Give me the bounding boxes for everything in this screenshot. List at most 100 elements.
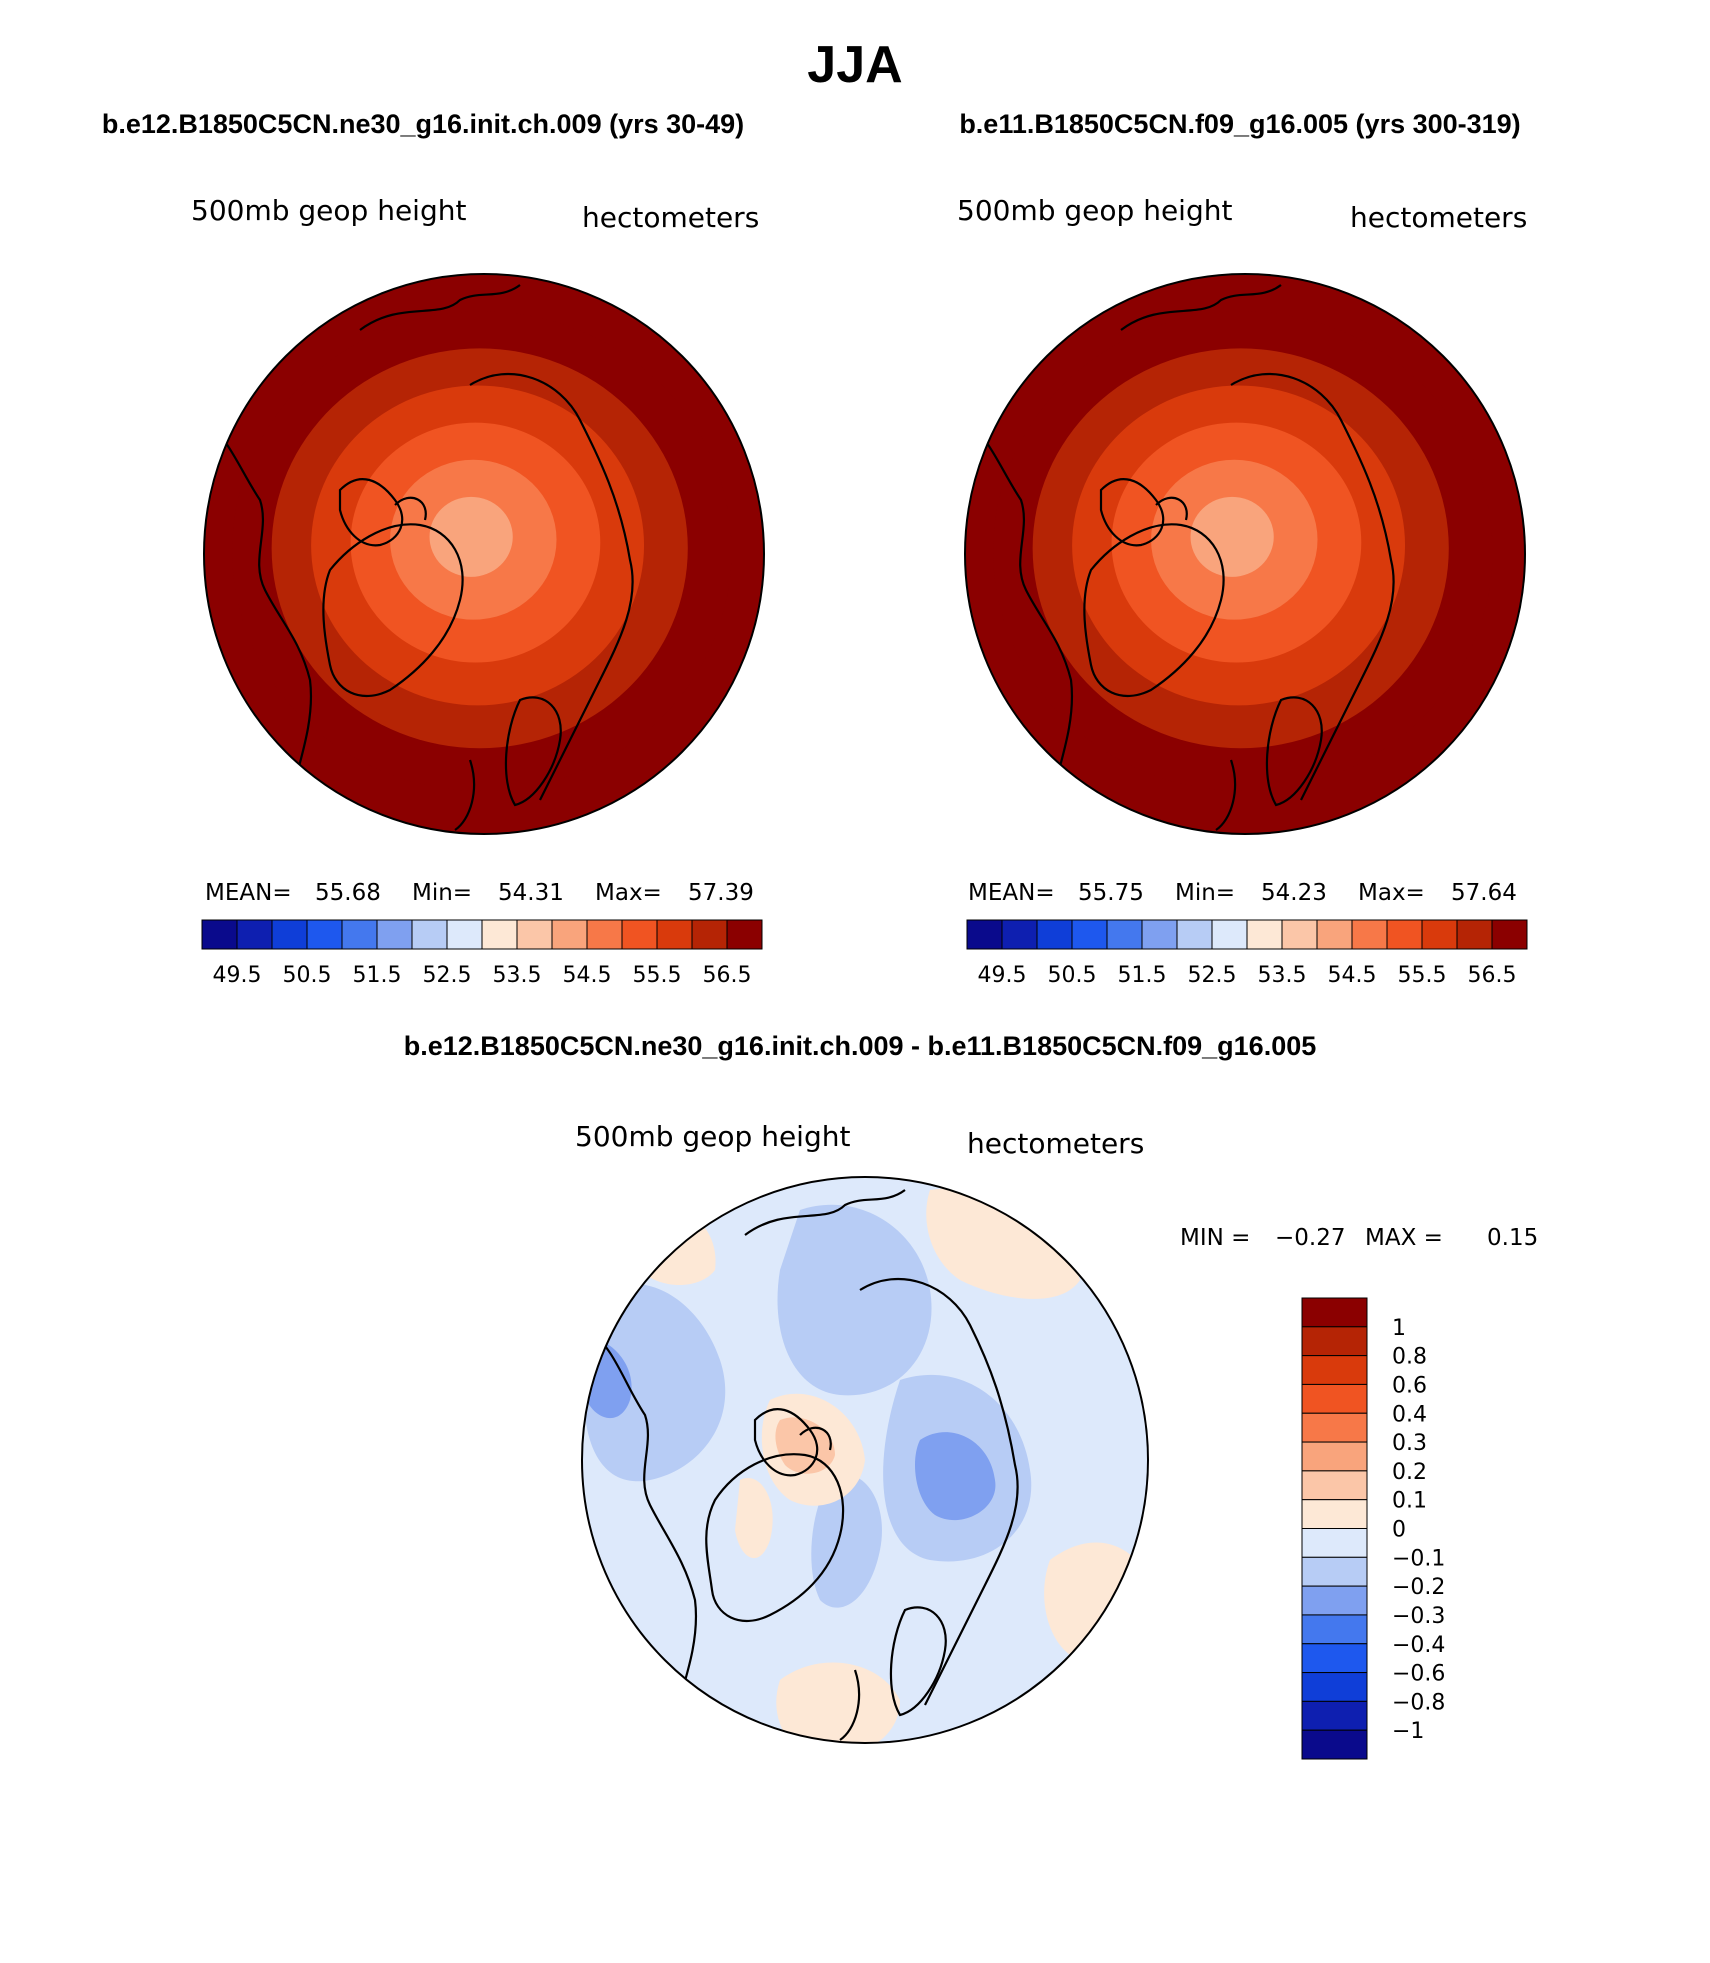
left-map-border [203, 273, 765, 835]
left-max-value: 57.39 [688, 880, 754, 906]
right-alaska [1120, 284, 1282, 331]
right-arctic-islands [1099, 478, 1188, 547]
diff-anomaly-12 [735, 1478, 773, 1559]
right-colorbar-label-2: 51.5 [1118, 963, 1167, 988]
left-max-label: Max= [595, 880, 662, 906]
diff-greenland [705, 1453, 845, 1623]
diff-colorbar-label-9: −0.2 [1392, 1575, 1445, 1600]
right-colorbar-label-3: 52.5 [1188, 963, 1237, 988]
diff-colorbar-label-11: −0.4 [1392, 1633, 1445, 1658]
left-colorbar-box-10 [551, 919, 588, 950]
left-min-value: 54.31 [498, 880, 564, 906]
diff-colorbar-label-12: −0.6 [1392, 1662, 1445, 1687]
left-colorbar-label-0: 49.5 [213, 963, 262, 988]
right-mean-value: 55.75 [1078, 880, 1144, 906]
left-mean-label: MEAN= [205, 880, 292, 906]
left-colorbar-label-4: 53.5 [493, 963, 542, 988]
left-colorbar-box-14 [691, 919, 728, 950]
left-colorbar-box-13 [656, 919, 693, 950]
right-colorbar-labels: 49.5 50.5 51.5 52.5 53.5 54.5 55.5 56.5 [978, 963, 1517, 988]
left-min-label: Min= [412, 880, 472, 906]
diff-min-label: MIN = [1180, 1225, 1250, 1251]
right-colorbar-box-11 [1351, 919, 1388, 950]
left-colorbar-box-8 [481, 919, 518, 950]
left-colorbar-box-6 [411, 919, 448, 950]
diff-colorbar-box-14 [1301, 1700, 1368, 1731]
diff-anomaly-10 [1044, 1542, 1148, 1660]
left-arctic-islands [338, 478, 427, 547]
right-greenland [1083, 523, 1225, 698]
diff-colorbar-label-5: 0.2 [1392, 1460, 1427, 1485]
right-colorbar-box-2 [1036, 919, 1073, 950]
right-colorbar-box-15 [1491, 919, 1528, 950]
left-colorbar-box-11 [586, 919, 623, 950]
right-colorbar-box-5 [1141, 919, 1178, 950]
left-colorbar-label-6: 55.5 [633, 963, 682, 988]
diff-colorbar-box-5 [1301, 1441, 1368, 1472]
diff-colorbar-label-14: −1 [1392, 1719, 1424, 1744]
diff-alaska [744, 1189, 906, 1236]
left-units-label: hectometers [582, 201, 759, 234]
left-colorbar-box-7 [446, 919, 483, 950]
right-map [965, 274, 1525, 834]
diff-anomaly-5 [811, 1474, 882, 1608]
diff-colorbar-box-10 [1301, 1585, 1368, 1616]
diff-anomaly-2 [777, 1204, 932, 1396]
left-greenland [322, 523, 464, 698]
diff-max-label: MAX = [1365, 1225, 1443, 1251]
diff-coastlines [589, 1189, 1019, 1741]
diff-title: b.e12.B1850C5CN.ne30_g16.init.ch.009 - b… [404, 1031, 1317, 1061]
left-colorbar-label-1: 50.5 [283, 963, 332, 988]
diff-colorbar-box-6 [1301, 1470, 1368, 1501]
left-colorbar-box-3 [306, 919, 343, 950]
right-colorbar-label-7: 56.5 [1468, 963, 1517, 988]
left-band-6 [429, 496, 513, 577]
right-colorbar-label-1: 50.5 [1048, 963, 1097, 988]
right-units-label: hectometers [1350, 201, 1527, 234]
left-colorbar-box-2 [271, 919, 308, 950]
diff-colorbar-label-10: −0.3 [1392, 1604, 1445, 1629]
diff-units-label: hectometers [967, 1127, 1144, 1160]
right-colorbar-box-12 [1386, 919, 1423, 950]
diff-colorbar-label-8: −0.1 [1392, 1546, 1445, 1571]
diff-colorbar-box-0 [1301, 1297, 1368, 1328]
left-panel: 500mb geop height hectometers MEAN= 55.6… [191, 194, 765, 988]
right-min-value: 54.23 [1261, 880, 1327, 906]
diff-colorbar-label-3: 0.4 [1392, 1402, 1427, 1427]
left-case-title: b.e12.B1850C5CN.ne30_g16.init.ch.009 (yr… [102, 109, 744, 139]
diff-colorbar [1301, 1297, 1368, 1760]
right-max-value: 57.64 [1451, 880, 1517, 906]
diff-map-border [581, 1176, 1149, 1744]
season-title: JJA [807, 36, 902, 94]
diff-min-value: −0.27 [1275, 1225, 1345, 1251]
right-mean-label: MEAN= [968, 880, 1055, 906]
diff-colorbar-box-1 [1301, 1326, 1368, 1357]
right-colorbar-label-5: 54.5 [1328, 963, 1377, 988]
diff-colorbar-box-11 [1301, 1614, 1368, 1645]
diff-siberia-coast [859, 1277, 1019, 1706]
diff-colorbar-box-2 [1301, 1355, 1368, 1385]
diff-anomaly-0 [584, 1283, 726, 1482]
diff-colorbar-label-2: 0.6 [1392, 1373, 1427, 1398]
left-alaska [359, 284, 521, 331]
left-scandinavia [454, 696, 562, 831]
left-colorbar-box-15 [726, 919, 763, 950]
right-colorbar-box-8 [1246, 919, 1283, 950]
left-colorbar-label-3: 52.5 [423, 963, 472, 988]
diff-colorbar-label-7: 0 [1392, 1518, 1406, 1543]
left-colorbar-label-5: 54.5 [563, 963, 612, 988]
left-colorbar-box-1 [236, 919, 273, 950]
left-colorbar [201, 919, 763, 950]
right-colorbar-box-10 [1316, 919, 1353, 950]
left-colorbar-box-12 [621, 919, 658, 950]
diff-colorbar-box-12 [1301, 1643, 1368, 1674]
right-colorbar-box-13 [1421, 919, 1458, 950]
difference-panel: 500mb geop height hectometers MIN = −0.2… [575, 1120, 1538, 1760]
right-colorbar-box-1 [1001, 919, 1038, 950]
diff-colorbar-box-7 [1301, 1499, 1368, 1529]
right-canada-coast [965, 419, 1074, 801]
left-colorbar-box-4 [341, 919, 378, 950]
right-colorbar-box-6 [1176, 919, 1213, 950]
diff-colorbar-label-6: 0.1 [1392, 1489, 1427, 1514]
